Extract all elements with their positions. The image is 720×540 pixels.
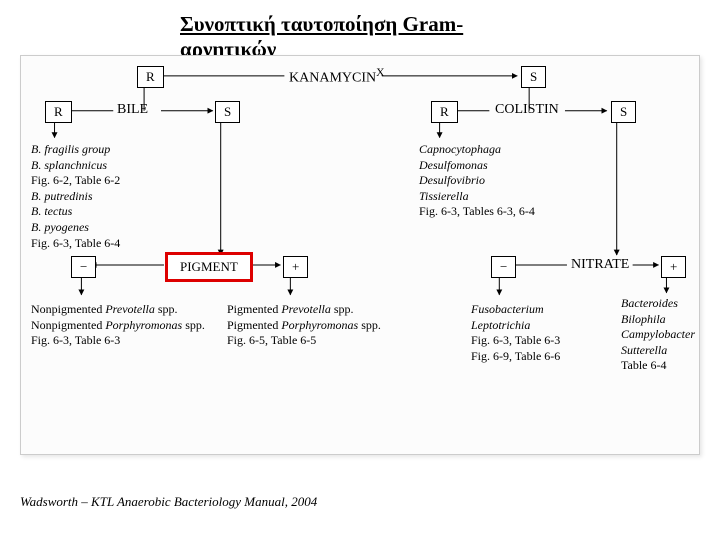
node-nitrate: NITRATE [571, 257, 629, 273]
node-kana-s: S [521, 66, 546, 88]
result-bile-r: B. fragilis group B. splanchnicus Fig. 6… [31, 142, 120, 251]
node-nitrate-plus: + [661, 256, 686, 278]
node-bile-r: R [45, 101, 72, 123]
node-pigment-minus: − [71, 256, 96, 278]
node-pigment-plus: + [283, 256, 308, 278]
node-kana-r: R [137, 66, 164, 88]
node-nitrate-minus: − [491, 256, 516, 278]
node-colistin-r: R [431, 101, 458, 123]
result-nitrate-minus: Fusobacterium Leptotrichia Fig. 6-3, Tab… [471, 302, 560, 364]
node-bile: BILE [117, 102, 148, 118]
result-nitrate-plus: Bacteroides Bilophila Campylobacter Sutt… [621, 296, 695, 374]
citation-footer: Wadsworth – KTL Anaerobic Bacteriology M… [20, 494, 317, 510]
node-pigment: PIGMENT [165, 252, 253, 282]
node-kanamycin: KANAMYCINX [289, 66, 385, 87]
node-bile-s: S [215, 101, 240, 123]
flowchart-diagram: KANAMYCINX R S BILE R S COLISTIN R S B. … [20, 55, 700, 455]
result-pigment-minus: Nonpigmented Prevotella spp. Nonpigmente… [31, 302, 205, 349]
node-colistin-s: S [611, 101, 636, 123]
result-colistin-r: Capnocytophaga Desulfomonas Desulfovibri… [419, 142, 535, 220]
node-colistin: COLISTIN [495, 102, 559, 118]
result-pigment-plus: Pigmented Prevotella spp. Pigmented Porp… [227, 302, 381, 349]
